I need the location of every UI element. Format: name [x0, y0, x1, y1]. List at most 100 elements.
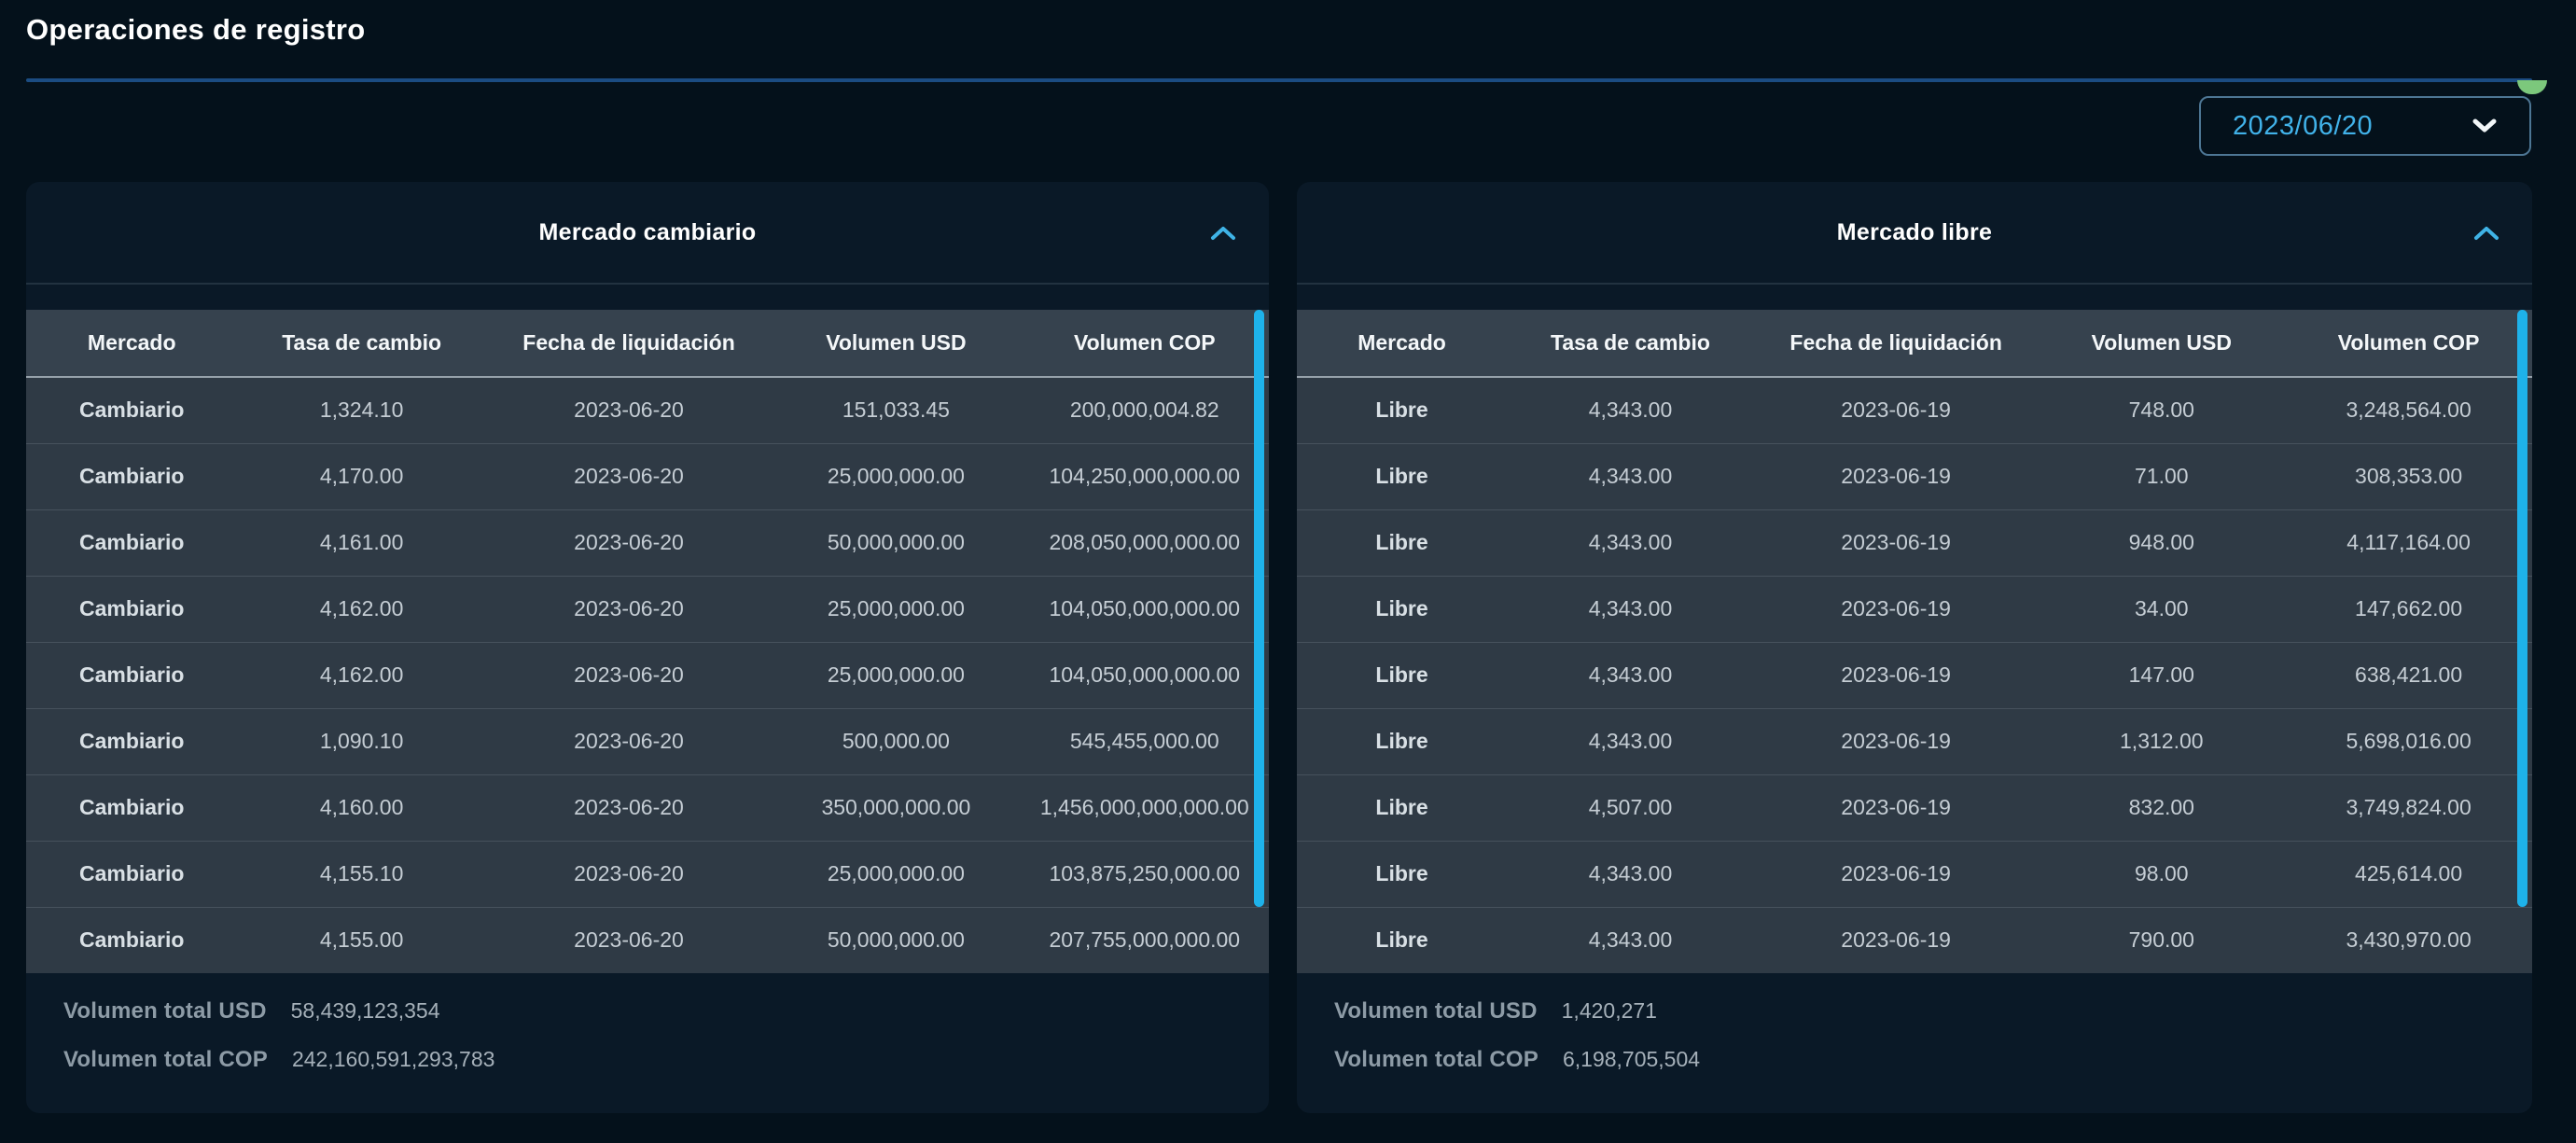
column-header-tasa: Tasa de cambio [237, 310, 486, 378]
panel-mercado-libre: Mercado libre Mercado Tasa de cambio Fec… [1297, 182, 2532, 1113]
column-header-volumen-usd: Volumen USD [2038, 310, 2286, 378]
table-cell: 4,117,164.00 [2285, 509, 2532, 576]
scrollbar-horizontal-handle[interactable] [2517, 80, 2547, 94]
table-cell: 4,161.00 [237, 509, 486, 576]
table-cell: 103,875,250,000.00 [1020, 840, 1269, 907]
panel-mercado-cambiario: Mercado cambiario Mercado Tasa de cambio… [26, 182, 1269, 1113]
table-cell: 104,050,000,000.00 [1020, 641, 1269, 708]
table-cell: 25,000,000.00 [772, 641, 1021, 708]
table-cell: Cambiario [26, 707, 238, 774]
total-usd-value: 58,439,123,354 [290, 998, 440, 1023]
collapse-button[interactable] [1209, 182, 1237, 285]
table-cell: 545,455,000.00 [1020, 707, 1269, 774]
table-header: Mercado Tasa de cambio Fecha de liquidac… [26, 310, 1269, 378]
table-row: Cambiario 1,090.10 2023-06-20 500,000.00 545… [26, 707, 1269, 774]
table-cell: 4,162.00 [237, 641, 486, 708]
table-cell: 25,000,000.00 [772, 840, 1021, 907]
panel-title: Mercado cambiario [538, 218, 757, 245]
table-cell: 308,353.00 [2285, 442, 2532, 509]
table-cell: 948.00 [2038, 509, 2286, 576]
table-header: Mercado Tasa de cambio Fecha de liquidac… [1297, 310, 2532, 378]
table-cell: 2023-06-20 [485, 707, 773, 774]
table-cell: 50,000,000.00 [772, 509, 1021, 576]
table-cell: 207,755,000,000.00 [1020, 906, 1269, 973]
title-divider [26, 78, 2532, 82]
column-header-tasa: Tasa de cambio [1507, 310, 1754, 378]
total-cop-value: 6,198,705,504 [1562, 1047, 1701, 1071]
table-row: Cambiario 4,162.00 2023-06-20 25,000,000.00… [26, 641, 1269, 708]
table-header-row: Mercado Tasa de cambio Fecha de liquidac… [1297, 310, 2532, 378]
total-cop-label: Volumen total COP [1334, 1047, 1539, 1072]
table-cell: 4,343.00 [1507, 442, 1754, 509]
table-cell: Cambiario [26, 377, 238, 443]
table-cell: Cambiario [26, 641, 238, 708]
total-usd-label: Volumen total USD [1334, 998, 1538, 1024]
table-cell: 2023-06-20 [485, 906, 773, 973]
table-cell: 4,343.00 [1507, 377, 1754, 443]
table-cell: 3,248,564.00 [2285, 377, 2532, 443]
table-cell: 25,000,000.00 [772, 442, 1021, 509]
table-cell: 71.00 [2038, 442, 2286, 509]
table-cell: 98.00 [2038, 840, 2286, 907]
chevron-up-icon [1211, 227, 1235, 240]
table-cell: 208,050,000,000.00 [1020, 509, 1269, 576]
collapse-button[interactable] [2472, 182, 2500, 285]
table-cell: Libre [1297, 377, 1508, 443]
table-cell: 748.00 [2038, 377, 2286, 443]
table-cell: 1,090.10 [237, 707, 486, 774]
table-cell: 638,421.00 [2285, 641, 2532, 708]
table-cell: 4,160.00 [237, 774, 486, 841]
table-cell: 425,614.00 [2285, 840, 2532, 907]
total-cop-label: Volumen total COP [63, 1047, 268, 1072]
page-title: Operaciones de registro [26, 13, 366, 46]
vertical-scrollbar-thumb[interactable] [2517, 310, 2527, 907]
table-cell: 4,343.00 [1507, 707, 1754, 774]
table-cell: 2023-06-19 [1753, 774, 2039, 841]
table-row: Cambiario 4,155.00 2023-06-20 50,000,000.00… [26, 906, 1269, 973]
vertical-scrollbar-thumb[interactable] [1254, 310, 1264, 907]
table-row: Libre 4,343.00 2023-06-19 748.00 3,248,564.0… [1297, 377, 2532, 443]
table-cell: 25,000,000.00 [772, 575, 1021, 642]
table-cell: 5,698,016.00 [2285, 707, 2532, 774]
table-cell: Libre [1297, 840, 1508, 907]
operations-table: Mercado Tasa de cambio Fecha de liquidac… [26, 310, 1269, 973]
table-row: Libre 4,343.00 2023-06-19 948.00 4,117,164.0… [1297, 509, 2532, 576]
column-header-volumen-cop: Volumen COP [1020, 310, 1269, 378]
table-row: Libre 4,343.00 2023-06-19 71.00 308,353.00 [1297, 442, 2532, 509]
table-cell: Cambiario [26, 774, 238, 841]
table-cell: 1,312.00 [2038, 707, 2286, 774]
table-row: Cambiario 4,160.00 2023-06-20 350,000,000.0… [26, 774, 1269, 841]
table-cell: Cambiario [26, 906, 238, 973]
table-cell: Libre [1297, 906, 1508, 973]
table-row: Libre 4,343.00 2023-06-19 98.00 425,614.00 [1297, 840, 2532, 907]
table-row: Cambiario 4,155.10 2023-06-20 25,000,000.00… [26, 840, 1269, 907]
panel-header: Mercado cambiario [26, 182, 1269, 285]
table-cell: 2023-06-20 [485, 377, 773, 443]
table-row: Libre 4,507.00 2023-06-19 832.00 3,749,824.0… [1297, 774, 2532, 841]
table-cell: 4,343.00 [1507, 509, 1754, 576]
date-selector[interactable]: 2023/06/20 [2199, 96, 2531, 156]
table-cell: 2023-06-20 [485, 641, 773, 708]
table-row: Cambiario 1,324.10 2023-06-20 151,033.45 200… [26, 377, 1269, 443]
table-cell: 104,050,000,000.00 [1020, 575, 1269, 642]
total-usd-line: Volumen total USD 1,420,271 [1334, 998, 2532, 1047]
column-header-volumen-usd: Volumen USD [772, 310, 1021, 378]
table-cell: 2023-06-19 [1753, 906, 2039, 973]
total-cop-line: Volumen total COP 6,198,705,504 [1334, 1047, 2532, 1095]
table-cell: Cambiario [26, 509, 238, 576]
table-cell: 200,000,004.82 [1020, 377, 1269, 443]
total-usd-label: Volumen total USD [63, 998, 267, 1024]
table-row: Cambiario 4,161.00 2023-06-20 50,000,000.00… [26, 509, 1269, 576]
table-cell: 3,749,824.00 [2285, 774, 2532, 841]
table-cell: 2023-06-19 [1753, 442, 2039, 509]
table-cell: 2023-06-19 [1753, 377, 2039, 443]
table-row: Cambiario 4,162.00 2023-06-20 25,000,000.00… [26, 575, 1269, 642]
table-cell: Libre [1297, 641, 1508, 708]
total-cop-value: 242,160,591,293,783 [291, 1047, 495, 1071]
table-cell: 4,155.00 [237, 906, 486, 973]
table-cell: 147,662.00 [2285, 575, 2532, 642]
column-header-mercado: Mercado [1297, 310, 1508, 378]
table-cell: 4,507.00 [1507, 774, 1754, 841]
table-cell: 2023-06-20 [485, 442, 773, 509]
table-cell: 2023-06-19 [1753, 641, 2039, 708]
